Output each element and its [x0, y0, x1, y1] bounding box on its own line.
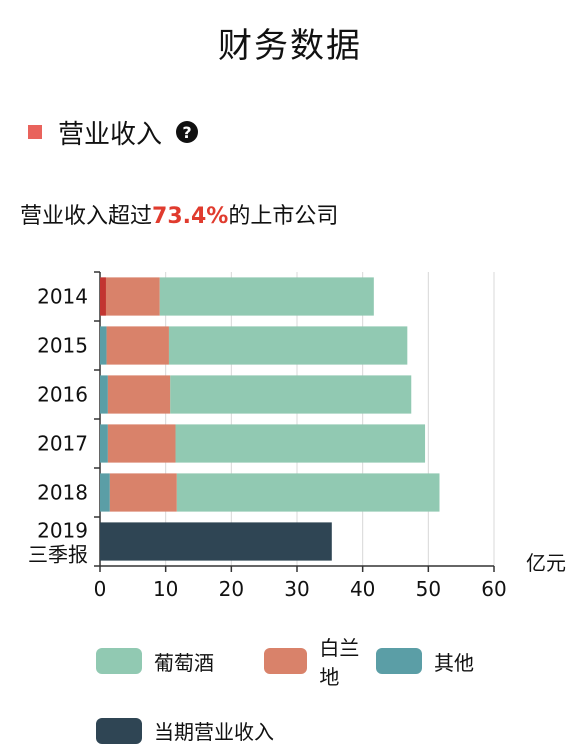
ranking-text: 营业收入超过73.4%的上市公司 [20, 198, 338, 230]
x-tick-label: 30 [284, 577, 309, 601]
bar-segment [168, 326, 408, 365]
y-tick-label: 2015 [37, 334, 88, 358]
legend-item[interactable]: 葡萄酒 [96, 632, 264, 690]
y-tick-label: 2018 [37, 481, 88, 505]
y-tick-label: 2014 [37, 285, 88, 309]
section-label: 营业收入 [58, 119, 163, 150]
legend-swatch [96, 717, 142, 744]
bar-segment [107, 375, 171, 414]
y-tick-label: 2019 三季报 [28, 519, 88, 567]
chart-legend: 葡萄酒 白兰地 其他当期营业收入 [96, 632, 536, 745]
bar-segment [100, 473, 110, 512]
legend-item[interactable]: 当期营业收入 [96, 716, 496, 745]
legend-swatch [264, 648, 308, 674]
bar-segment [109, 473, 177, 512]
bar-segment [100, 522, 332, 561]
legend-item[interactable]: 其他 [376, 632, 496, 690]
section-header: 营业收入 ? [28, 112, 199, 152]
legend-label: 当期营业收入 [154, 720, 274, 744]
page-title: 财务数据 [218, 26, 362, 66]
legend-swatch [96, 648, 142, 674]
legend-swatch [376, 648, 422, 674]
y-tick-label: 2017 [37, 432, 88, 456]
bar-segment [101, 277, 160, 316]
ranking-percent: 73.4% [152, 204, 229, 229]
bar-segment [100, 326, 107, 365]
bar-segment [100, 375, 108, 414]
bar-annotation [100, 277, 106, 316]
bar-segment [106, 326, 169, 365]
x-tick-label: 10 [153, 577, 178, 601]
x-tick-label: 0 [94, 577, 107, 601]
ranking-suffix: 的上市公司 [228, 204, 339, 229]
ranking-prefix: 营业收入超过 [20, 204, 153, 229]
x-tick-label: 60 [481, 577, 506, 601]
legend-item[interactable]: 白兰地 [264, 632, 376, 690]
bar-segment [176, 473, 440, 512]
y-tick-label: 2016 [37, 383, 88, 407]
bar-segment [170, 375, 412, 414]
x-unit-label: 亿元 [526, 551, 566, 575]
bar-segment [100, 424, 108, 463]
legend-label: 其他 [434, 650, 474, 675]
bar-segment [159, 277, 374, 316]
x-tick-label: 20 [219, 577, 244, 601]
x-tick-label: 50 [416, 577, 441, 601]
x-tick-label: 40 [350, 577, 375, 601]
legend-label: 白兰地 [319, 636, 360, 689]
question-circle-icon[interactable]: ? [176, 121, 199, 143]
section-marker [28, 125, 42, 139]
bar-segment [175, 424, 426, 463]
legend-label: 葡萄酒 [154, 650, 214, 675]
bar-segment [107, 424, 176, 463]
